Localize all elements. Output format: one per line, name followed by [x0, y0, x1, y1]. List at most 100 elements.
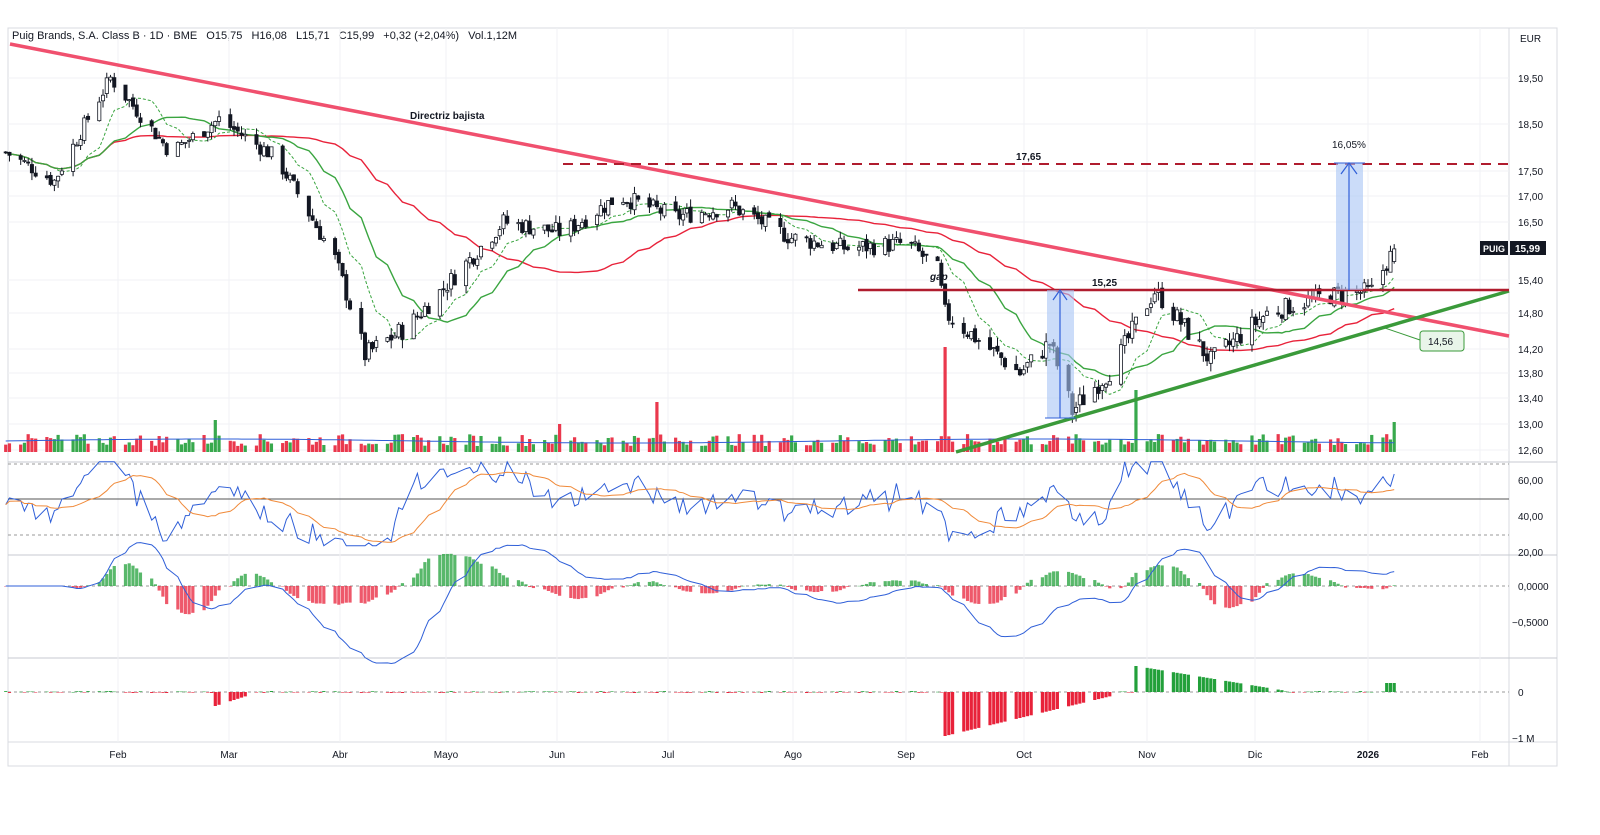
volosc-bar — [531, 691, 536, 692]
macd-histogram-bar — [1201, 586, 1205, 589]
candle-body — [415, 315, 420, 318]
volosc-bar — [30, 691, 34, 693]
candle-body — [733, 201, 738, 207]
candle-body — [523, 220, 528, 232]
volume-bar — [1317, 443, 1321, 452]
macd-histogram-bar — [1381, 586, 1385, 590]
macd-histogram-bar — [153, 584, 158, 586]
candle-body — [1126, 333, 1131, 339]
price-axis-label-10: 13,00 — [1518, 420, 1543, 431]
macd-histogram-bar — [1310, 575, 1314, 586]
macd-histogram-bar — [131, 565, 135, 586]
volosc-bar — [281, 692, 285, 693]
macd-histogram-bar — [812, 586, 816, 593]
candle-body — [104, 77, 109, 94]
volume-bar — [1388, 439, 1393, 452]
candle-body — [1186, 317, 1191, 340]
candle-body — [1253, 316, 1258, 326]
macd-histogram-bar — [1130, 577, 1134, 586]
macd-histogram-bar — [1108, 586, 1112, 589]
volume-value: Vol.1,12M — [468, 30, 518, 42]
volume-bar — [1078, 438, 1082, 452]
candle-body — [793, 233, 798, 241]
macd-histogram-bar — [707, 586, 711, 594]
volosc-bar — [258, 691, 262, 693]
macd-histogram-bar — [808, 586, 812, 592]
volosc-bar — [288, 691, 292, 693]
volosc-bar — [307, 692, 311, 693]
volume-bar — [595, 440, 599, 452]
x-axis-label-3: Mayo — [434, 750, 459, 761]
volume-bar — [296, 438, 300, 452]
volume-bar — [127, 442, 131, 452]
candle-body — [913, 241, 918, 244]
x-axis-label-11: 2026 — [1357, 750, 1380, 761]
volosc-bar — [737, 691, 741, 692]
candle-body — [1104, 383, 1109, 388]
volosc-bar — [947, 692, 951, 736]
volosc-bar — [464, 692, 468, 693]
x-axis-label-4: Jun — [549, 750, 565, 761]
macd-histogram-bar — [1362, 586, 1366, 588]
candle-body — [1178, 312, 1183, 325]
volume-bar — [995, 441, 1000, 452]
candle-body — [1130, 320, 1135, 339]
volume-bar — [1332, 444, 1336, 452]
volosc-bar — [1014, 692, 1018, 719]
rsi-signal-line — [5, 471, 1395, 543]
volosc-bar — [1093, 692, 1097, 700]
macd-histogram-bar — [677, 586, 681, 590]
macd-histogram-bar — [97, 582, 101, 586]
macd-histogram-bar — [1066, 571, 1071, 586]
volosc-bar — [1179, 673, 1183, 692]
volume-bar — [475, 445, 479, 452]
volume-bar — [243, 445, 247, 452]
volume-bar — [284, 440, 289, 452]
volume-bar — [1362, 443, 1366, 452]
volume-bar — [838, 435, 842, 452]
volosc-bar — [621, 691, 625, 693]
candle-body — [598, 205, 603, 217]
macd-histogram-bar — [292, 586, 296, 596]
candle-body — [400, 324, 405, 340]
candle-body — [1148, 303, 1153, 308]
moving-averages — [5, 97, 1395, 395]
volosc-bar — [681, 692, 685, 693]
volosc-bar — [340, 692, 345, 693]
macd-axis-label-1: −0,5000 — [1512, 618, 1549, 629]
volosc-bar — [423, 692, 427, 693]
volume-bar — [4, 444, 8, 452]
candle-body — [74, 144, 79, 147]
candle-body — [48, 174, 53, 185]
macd-histogram-bar — [790, 586, 794, 589]
volosc-bar — [1145, 667, 1149, 692]
candle-body — [842, 239, 847, 250]
volume-bar — [887, 438, 891, 452]
candle-body — [1208, 350, 1213, 364]
macd-histogram-bar — [546, 586, 550, 591]
macd-histogram-bar — [965, 586, 970, 601]
candle-body — [1014, 363, 1019, 371]
macd-histogram-bar — [1003, 586, 1007, 598]
macd-histogram-bar — [135, 568, 139, 586]
volosc-bar — [105, 691, 109, 692]
macd-histogram-bar — [703, 586, 708, 594]
volume-oscillator-axis: 0 −1 M — [1512, 688, 1535, 745]
volume-bar — [505, 445, 509, 452]
volume-bar — [1052, 435, 1056, 452]
candle-body — [1021, 369, 1026, 375]
volosc-bar — [602, 692, 607, 693]
candle-body — [1227, 340, 1232, 346]
macd-histogram-bar — [1055, 571, 1059, 586]
macd-histogram-bar — [913, 580, 917, 586]
candle-body — [321, 238, 326, 241]
volume-bar — [621, 440, 625, 452]
volume-bar — [359, 443, 363, 452]
candle-body — [924, 253, 929, 256]
macd-histogram-bar — [891, 580, 895, 586]
volume-bar — [1302, 442, 1306, 452]
macd-histogram-bar — [228, 586, 232, 587]
volosc-bar — [872, 691, 876, 693]
macd-histogram-bar — [700, 586, 704, 594]
